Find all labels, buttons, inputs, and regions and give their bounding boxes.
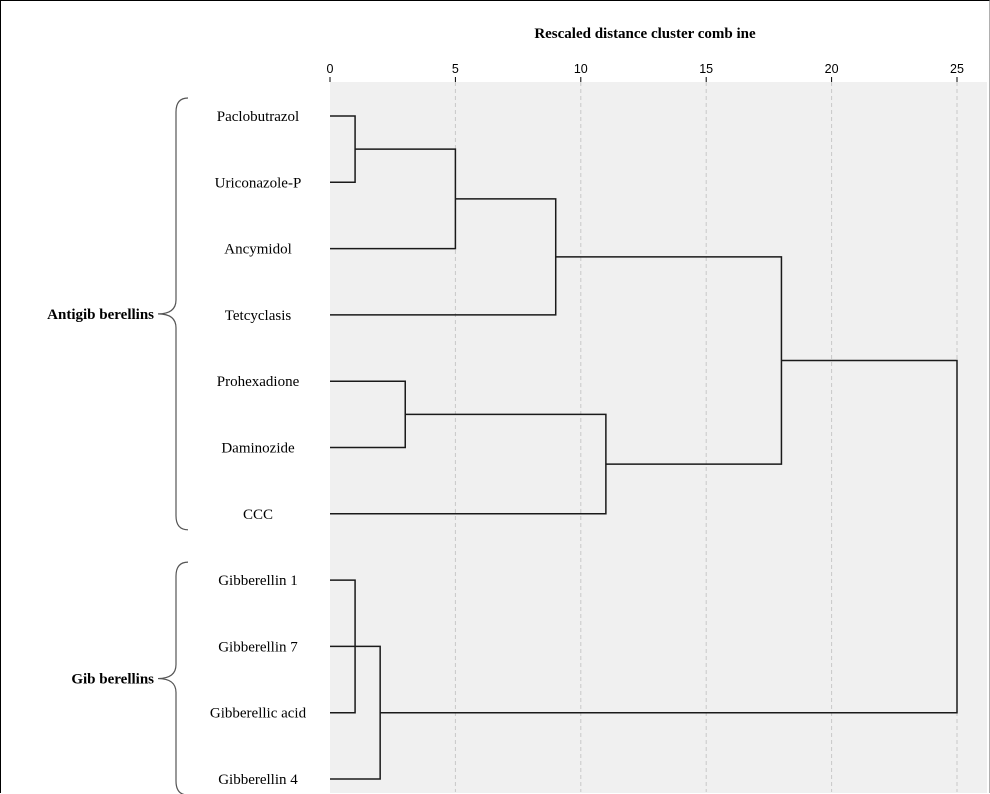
group-brackets: Antigib berellins Gib berellins bbox=[47, 97, 189, 794]
group-label: Gib berellins bbox=[71, 672, 154, 688]
tick-label: 10 bbox=[574, 62, 588, 76]
leaf-label: Daminozide bbox=[221, 441, 295, 457]
tick-label: 25 bbox=[950, 62, 964, 76]
group-bracket bbox=[157, 97, 189, 531]
leaf-label: Gibberellin 1 bbox=[218, 573, 298, 589]
leaf-label: Tetcyclasis bbox=[225, 308, 292, 324]
leaf-label: Ancymidol bbox=[224, 242, 292, 258]
chart-title: Rescaled distance cluster comb ine bbox=[534, 26, 756, 42]
group-bracket bbox=[157, 561, 189, 794]
leaf-label: Gibberellin 4 bbox=[218, 772, 298, 788]
tick-label: 20 bbox=[825, 62, 839, 76]
leaf-label: Prohexadione bbox=[217, 374, 300, 390]
group-label: Antigib berellins bbox=[47, 307, 154, 323]
tick-label: 15 bbox=[699, 62, 713, 76]
tick-label: 5 bbox=[452, 62, 459, 76]
leaf-label: CCC bbox=[243, 507, 273, 523]
leaf-label: Paclobutrazol bbox=[217, 109, 299, 125]
plot-area bbox=[330, 82, 987, 793]
tick-label: 0 bbox=[327, 62, 334, 76]
leaf-label: Gibberellic acid bbox=[210, 706, 307, 722]
dendrogram-link bbox=[380, 359, 958, 714]
x-axis-ticks: 0 5 10 15 20 25 bbox=[327, 62, 964, 82]
dendrogram-links bbox=[330, 115, 958, 780]
leaf-label: Uriconazole-P bbox=[215, 175, 302, 191]
leaf-labels: Paclobutrazol Uriconazole-P Ancymidol Tetcy… bbox=[210, 109, 307, 788]
leaf-label: Gibberellin 7 bbox=[218, 639, 298, 655]
